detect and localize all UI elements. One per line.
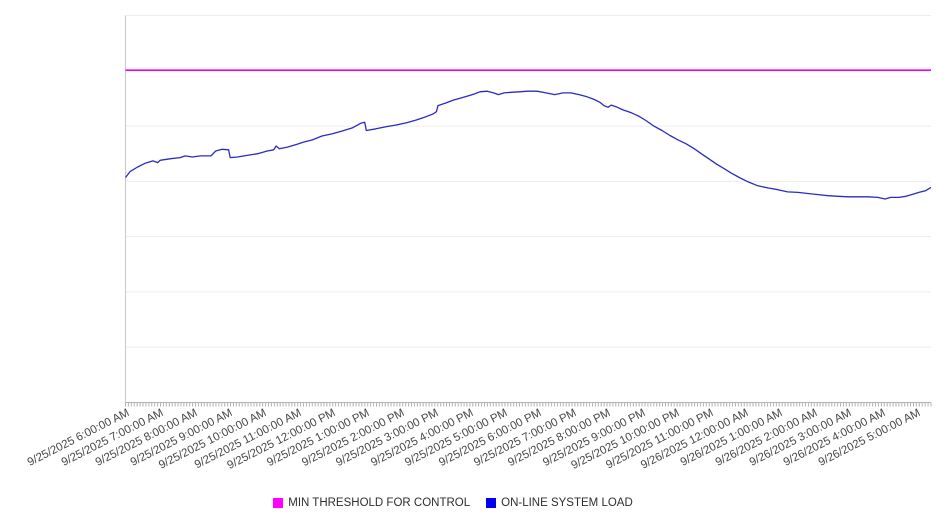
legend-item-system-load: ON-LINE SYSTEM LOAD <box>486 497 633 509</box>
legend-label-min-threshold: MIN THRESHOLD FOR CONTROL <box>288 497 471 509</box>
legend-item-min-threshold: MIN THRESHOLD FOR CONTROL <box>273 497 470 509</box>
chart-legend: MIN THRESHOLD FOR CONTROL ON-LINE SYSTEM… <box>0 497 946 509</box>
legend-swatch-min-threshold <box>273 498 284 508</box>
legend-label-system-load: ON-LINE SYSTEM LOAD <box>501 497 633 509</box>
system-load-line <box>124 90 932 200</box>
legend-swatch-system-load <box>486 498 497 508</box>
